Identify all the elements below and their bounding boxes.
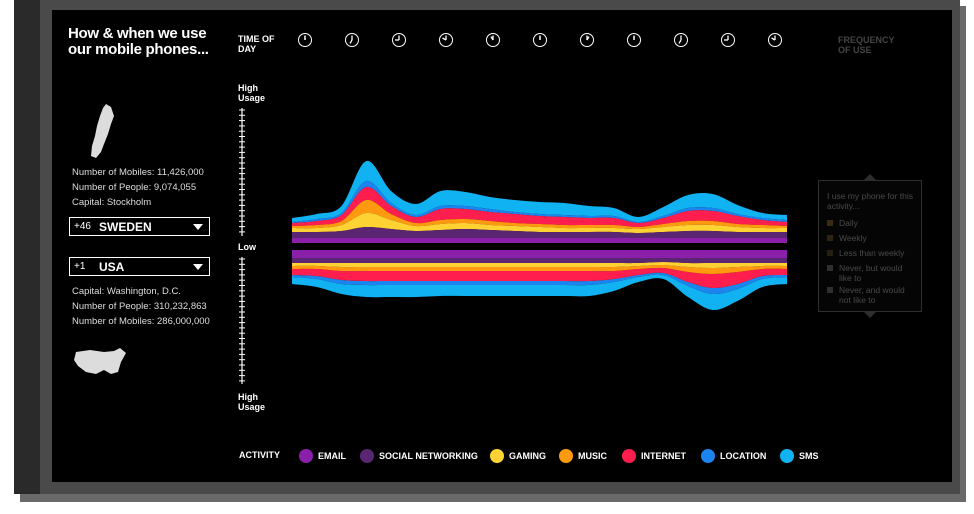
option-label: Weekly [839, 233, 867, 243]
country-name: SWEDEN [99, 220, 152, 234]
legend-dot [490, 448, 504, 463]
legend-dot [780, 448, 794, 463]
frequency-option-less-than-weekly[interactable]: Less than weekly [827, 248, 919, 258]
clock-icon[interactable] [298, 33, 312, 47]
legend-label: INTERNET [641, 450, 686, 461]
usa-email-band[interactable] [292, 250, 787, 258]
clock-icon[interactable] [674, 33, 688, 47]
tooltip-arrow-up [863, 174, 877, 181]
clock-icon[interactable] [580, 33, 594, 47]
clock-icon[interactable] [721, 33, 735, 47]
sweden-sms-band[interactable] [292, 160, 787, 222]
country-select-top[interactable]: +46 SWEDEN [69, 217, 210, 236]
option-label: Less than weekly [839, 248, 905, 258]
option-label: Daily [839, 218, 858, 228]
legend-label: SOCIAL NETWORKING [379, 450, 478, 461]
option-swatch [827, 235, 833, 241]
tooltip-question: I use my phone for this activity... [827, 191, 913, 211]
legend-item-social-networking[interactable]: SOCIAL NETWORKING [360, 447, 478, 463]
tooltip-arrow-down [863, 311, 877, 318]
legend-item-sms[interactable]: SMS [780, 447, 819, 463]
scale-high-top: High Usage [238, 83, 266, 103]
clock-icon[interactable] [392, 33, 406, 47]
usa-social-networking-band[interactable] [292, 258, 787, 264]
legend-label: MUSIC [578, 450, 607, 461]
sweden-capital: Capital: Stockholm [72, 197, 152, 208]
usa-capital: Capital: Washington, D.C. [72, 286, 181, 297]
sweden-internet-band[interactable] [292, 186, 787, 228]
frequency-option-daily[interactable]: Daily [827, 218, 919, 228]
time-of-day-label: TIME OF DAY [238, 34, 275, 54]
legend-dot [559, 448, 573, 463]
legend-dot [622, 448, 636, 463]
clock-icon[interactable] [627, 33, 641, 47]
legend-dot [360, 448, 374, 463]
sweden-music-band[interactable] [292, 199, 787, 230]
legend-item-gaming[interactable]: GAMING [490, 447, 546, 463]
legend-item-internet[interactable]: INTERNET [622, 447, 686, 463]
option-swatch [827, 220, 833, 226]
scale-low: Low [238, 242, 256, 252]
legend-dot [701, 448, 715, 463]
legend-item-music[interactable]: MUSIC [559, 447, 607, 463]
country-name: USA [99, 260, 125, 274]
clock-icon[interactable] [533, 33, 547, 47]
usa-people: Number of People: 310,232,863 [72, 301, 207, 312]
usa-mobiles: Number of Mobiles: 286,000,000 [72, 316, 210, 327]
sweden-email-band[interactable] [292, 238, 787, 243]
frequency-option-never-would-like[interactable]: Never, but would like to [827, 263, 919, 283]
chevron-down-icon [193, 224, 203, 230]
country-code: +46 [74, 221, 91, 232]
option-swatch [827, 250, 833, 256]
frequency-option-never-would-not-like[interactable]: Never, and would not like to [827, 285, 919, 305]
clock-icon[interactable] [768, 33, 782, 47]
country-select-bottom[interactable]: +1 USA [69, 257, 210, 276]
usa-gaming-band[interactable] [292, 262, 787, 268]
chevron-down-icon [193, 264, 203, 270]
sweden-location-band[interactable] [292, 180, 787, 223]
legend-label: GAMING [509, 450, 546, 461]
clock-icon[interactable] [486, 33, 500, 47]
sweden-people: Number of People: 9,074,055 [72, 182, 197, 193]
usa-sms-band[interactable] [292, 274, 787, 311]
legend-label: LOCATION [720, 450, 767, 461]
usa-internet-band[interactable] [292, 267, 787, 289]
page-title: How & when we use our mobile phones... [68, 25, 209, 58]
usa-music-band[interactable] [292, 264, 787, 274]
legend-dot [299, 448, 313, 463]
country-code: +1 [74, 261, 86, 272]
visualization-panel [52, 10, 952, 482]
legend-item-email[interactable]: EMAIL [299, 447, 346, 463]
frequency-tooltip: I use my phone for this activity... Dail… [818, 174, 922, 318]
option-label: Never, and would not like to [839, 285, 905, 305]
scale-high-bottom: High Usage [238, 392, 266, 412]
sweden-social-networking-band[interactable] [292, 226, 787, 238]
clock-icon[interactable] [439, 33, 453, 47]
sweden-mobiles: Number of Mobiles: 11,426,000 [72, 167, 204, 178]
legend-title: ACTIVITY [239, 450, 281, 460]
legend-item-location[interactable]: LOCATION [701, 447, 766, 463]
option-swatch [827, 265, 833, 271]
clock-icon[interactable] [345, 33, 359, 47]
legend-label: SMS [799, 450, 819, 461]
sweden-gaming-band[interactable] [292, 212, 787, 233]
frequency-of-use-label: FREQUENCY OF USE [838, 35, 895, 55]
legend-label: EMAIL [318, 450, 346, 461]
option-label: Never, but would like to [839, 263, 903, 283]
option-swatch [827, 287, 833, 293]
frequency-option-weekly[interactable]: Weekly [827, 233, 919, 243]
usa-location-band[interactable] [292, 272, 787, 295]
